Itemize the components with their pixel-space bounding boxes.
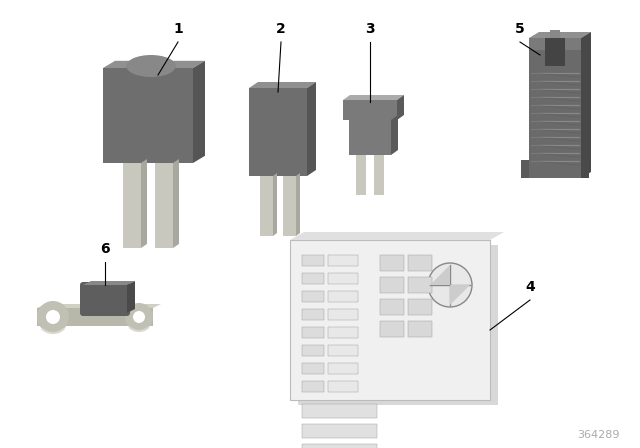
Circle shape: [133, 311, 145, 323]
Polygon shape: [565, 38, 581, 50]
Polygon shape: [103, 61, 205, 68]
Polygon shape: [296, 173, 300, 236]
Polygon shape: [356, 155, 366, 195]
Text: 1: 1: [173, 22, 183, 36]
FancyBboxPatch shape: [328, 381, 358, 392]
FancyBboxPatch shape: [302, 424, 377, 438]
Polygon shape: [529, 38, 545, 50]
Polygon shape: [581, 32, 591, 178]
Ellipse shape: [126, 55, 176, 77]
Polygon shape: [83, 281, 135, 285]
Polygon shape: [391, 115, 398, 155]
FancyBboxPatch shape: [302, 444, 377, 448]
Polygon shape: [581, 160, 589, 178]
Polygon shape: [307, 82, 316, 176]
FancyBboxPatch shape: [302, 327, 324, 338]
FancyBboxPatch shape: [380, 277, 404, 293]
Polygon shape: [343, 100, 397, 120]
Polygon shape: [273, 173, 277, 236]
FancyBboxPatch shape: [408, 255, 432, 271]
Polygon shape: [260, 176, 273, 236]
FancyBboxPatch shape: [328, 327, 358, 338]
FancyBboxPatch shape: [302, 291, 324, 302]
Polygon shape: [529, 38, 581, 178]
Polygon shape: [545, 38, 565, 66]
Circle shape: [37, 301, 69, 333]
FancyBboxPatch shape: [328, 291, 358, 302]
FancyBboxPatch shape: [302, 404, 377, 418]
FancyBboxPatch shape: [380, 255, 404, 271]
Polygon shape: [374, 155, 384, 195]
Polygon shape: [290, 240, 490, 400]
Text: 5: 5: [515, 22, 525, 36]
Polygon shape: [123, 163, 141, 248]
Circle shape: [125, 303, 153, 331]
FancyBboxPatch shape: [328, 345, 358, 356]
Polygon shape: [155, 163, 173, 248]
Polygon shape: [283, 176, 296, 236]
Polygon shape: [343, 95, 404, 100]
FancyBboxPatch shape: [302, 255, 324, 266]
FancyBboxPatch shape: [380, 321, 404, 337]
Polygon shape: [349, 120, 391, 155]
Polygon shape: [141, 159, 147, 248]
Circle shape: [46, 310, 60, 324]
Circle shape: [428, 263, 472, 307]
Text: 6: 6: [100, 242, 110, 256]
Polygon shape: [529, 32, 591, 38]
Polygon shape: [37, 304, 161, 308]
Polygon shape: [450, 285, 470, 305]
Polygon shape: [521, 160, 529, 178]
Polygon shape: [298, 245, 498, 405]
FancyBboxPatch shape: [380, 299, 404, 315]
Polygon shape: [193, 61, 205, 163]
Polygon shape: [550, 30, 560, 38]
FancyBboxPatch shape: [328, 309, 358, 320]
FancyBboxPatch shape: [408, 277, 432, 293]
FancyBboxPatch shape: [408, 321, 432, 337]
Polygon shape: [397, 95, 404, 120]
FancyBboxPatch shape: [302, 345, 324, 356]
Polygon shape: [290, 232, 504, 240]
FancyBboxPatch shape: [302, 309, 324, 320]
Polygon shape: [249, 88, 307, 176]
Polygon shape: [173, 159, 179, 248]
FancyBboxPatch shape: [302, 273, 324, 284]
Polygon shape: [249, 82, 316, 88]
FancyBboxPatch shape: [328, 273, 358, 284]
Text: 2: 2: [276, 22, 286, 36]
Polygon shape: [37, 308, 153, 326]
Polygon shape: [103, 68, 193, 163]
Text: 364289: 364289: [577, 430, 620, 440]
FancyBboxPatch shape: [328, 363, 358, 374]
Text: 4: 4: [525, 280, 535, 294]
FancyBboxPatch shape: [408, 299, 432, 315]
FancyBboxPatch shape: [80, 282, 130, 316]
Polygon shape: [430, 265, 450, 285]
FancyBboxPatch shape: [302, 363, 324, 374]
FancyBboxPatch shape: [302, 381, 324, 392]
FancyBboxPatch shape: [328, 255, 358, 266]
Polygon shape: [127, 281, 135, 313]
Text: 3: 3: [365, 22, 375, 36]
